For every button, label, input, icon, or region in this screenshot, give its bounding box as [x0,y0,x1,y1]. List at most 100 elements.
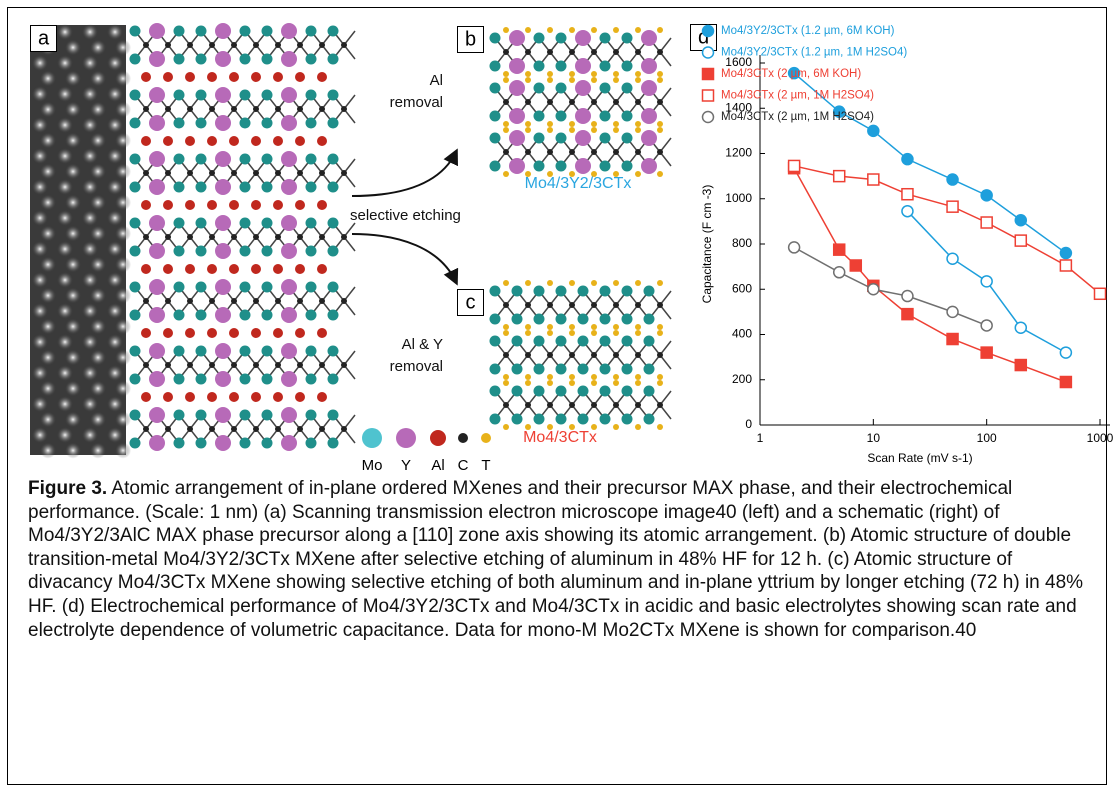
stem-dot [90,164,106,180]
atom [600,386,611,397]
stem-dot [65,40,81,56]
atom [328,218,339,229]
atom [635,127,641,133]
atom [591,374,597,380]
annotation: selective etching [350,207,461,224]
marker [981,276,992,287]
atom [525,330,531,336]
atom [657,99,663,105]
atom [622,286,633,297]
marker [1015,322,1026,333]
atom [575,158,591,174]
atom [281,343,297,359]
atom [613,27,619,33]
stem-dot [40,133,56,149]
stem-dot [65,288,81,304]
atom [591,352,597,358]
atom [556,33,567,44]
atom [644,314,655,325]
atom [328,438,339,449]
atom [281,51,297,67]
atom [575,80,591,96]
atom [657,330,663,336]
atom [306,438,317,449]
atom [165,170,171,176]
atom [341,426,347,432]
atom [185,200,195,210]
stem-dot [40,412,56,428]
stem-dot [115,443,131,459]
atom [490,364,501,375]
atom [281,307,297,323]
atom [275,42,281,48]
marker [834,171,845,182]
stem-dot [65,257,81,273]
atom [215,51,231,67]
atom [196,26,207,37]
atom [657,380,663,386]
atom [644,286,655,297]
atom [556,83,567,94]
atom [490,414,501,425]
atom [149,151,165,167]
stem-dot [115,412,131,428]
atom [569,121,575,127]
atom [231,362,237,368]
stem-dot [40,71,56,87]
stem-dot [40,102,56,118]
atom [275,170,281,176]
atom [273,264,283,274]
atom [635,302,641,308]
atom [262,410,273,421]
atom [569,99,575,105]
atom-legend-label: T [481,457,490,474]
atom [509,30,525,46]
atom [512,414,523,425]
atom [196,346,207,357]
atom [273,136,283,146]
atom [613,280,619,286]
atom [231,42,237,48]
atom [490,111,501,122]
atom [512,286,523,297]
atom [209,298,215,304]
atom [622,386,633,397]
stem-dot [107,86,123,102]
stem-dot [32,241,48,257]
atom [273,392,283,402]
atom [547,99,553,105]
atom [196,246,207,257]
atom [130,310,141,321]
atom [509,80,525,96]
atom [622,83,633,94]
marker [1015,215,1026,226]
atom [209,42,215,48]
atom [207,392,217,402]
atom [253,298,259,304]
stem-dot [82,303,98,319]
legend-marker [703,90,714,101]
atom [613,324,619,330]
atom [525,302,531,308]
marker [902,189,913,200]
atom [657,171,663,177]
marker [981,320,992,331]
atom [215,151,231,167]
marker [1060,347,1071,358]
atom [319,170,325,176]
atom [525,49,531,55]
atom [547,27,553,33]
stem-dot [57,148,73,164]
atom [163,328,173,338]
stem-dot [90,443,106,459]
stem-dot [32,117,48,133]
atom [644,386,655,397]
x-axis-label: Scan Rate (mV s-1) [867,451,972,465]
stem-dot [90,71,106,87]
atom [196,310,207,321]
stem-dot [32,365,48,381]
caption-label: Figure 3. [28,478,107,499]
atom [275,298,281,304]
atom [503,27,509,33]
atom [569,302,575,308]
